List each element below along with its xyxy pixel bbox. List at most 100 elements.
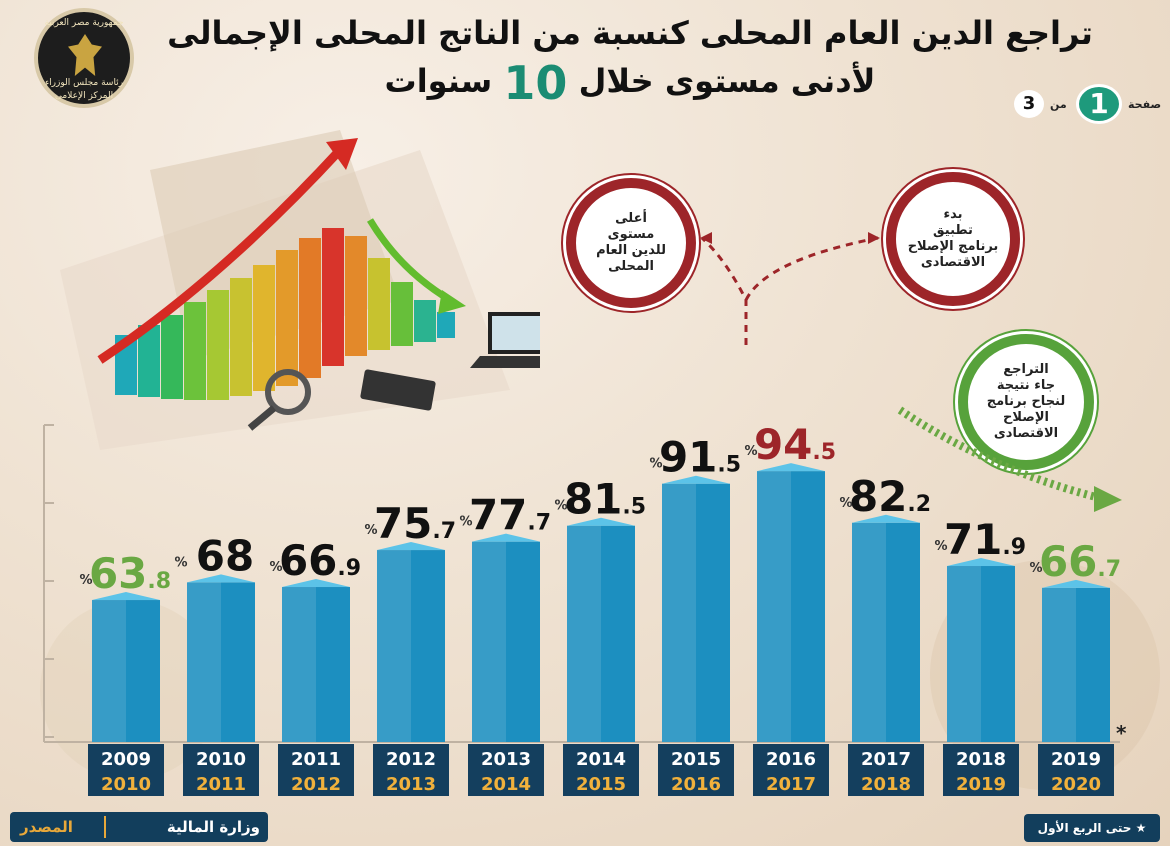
category-label-year-start: 2011 xyxy=(291,749,341,770)
bar-value-unit: % xyxy=(839,496,852,511)
category-label-year-end: 2015 xyxy=(576,774,626,795)
category-label-year-end: 2011 xyxy=(196,774,246,795)
bar-value-label: 94.5 xyxy=(754,420,836,469)
bar xyxy=(662,483,730,742)
bar xyxy=(852,522,920,742)
bar-value-unit: % xyxy=(459,515,472,530)
category-label-year-end: 2010 xyxy=(101,774,151,795)
category-label-box xyxy=(183,744,259,796)
title-line-1: تراجع الدين العام المحلى كنسبة من الناتج… xyxy=(167,14,1093,52)
category-label-year-start: 2019 xyxy=(1051,749,1101,770)
bar-top xyxy=(282,579,350,588)
category-label-year-end: 2018 xyxy=(861,774,911,795)
bubble-text: لنجاح برنامج xyxy=(986,394,1066,409)
category-label-box xyxy=(468,744,544,796)
source-divider xyxy=(104,816,106,838)
category-label-box xyxy=(563,744,639,796)
bar-value-decimal: .9 xyxy=(337,556,361,581)
category-label-year-start: 2016 xyxy=(766,749,816,770)
category-label-year-end: 2016 xyxy=(671,774,721,795)
source-name: وزارة المالية xyxy=(166,818,260,836)
bar-value-integer: 91 xyxy=(659,433,717,482)
bar-highlight xyxy=(757,471,791,742)
bar-value-integer: 75 xyxy=(374,499,432,548)
bubble-reform-start: بدء تطبيق برنامج الإصلاح الاقتصادى xyxy=(886,172,1020,306)
bar-value-decimal: .7 xyxy=(1097,557,1121,582)
green-arrow-icon xyxy=(366,218,452,304)
page-of-label: من xyxy=(1050,98,1067,111)
bar-value-integer: 66 xyxy=(279,536,337,585)
bar-top xyxy=(662,475,730,484)
category-label-box xyxy=(658,744,734,796)
bar-value-label: 91.5 xyxy=(659,433,741,482)
bar xyxy=(567,525,635,742)
bar-top xyxy=(377,542,445,551)
bar-highlight xyxy=(377,550,411,742)
bar-value-integer: 71 xyxy=(944,515,1002,564)
category-label-year-start: 2012 xyxy=(386,749,436,770)
bar-value-integer: 77 xyxy=(469,491,527,540)
category-label-year-start: 2015 xyxy=(671,749,721,770)
bar-value-integer: 68 xyxy=(196,531,254,580)
bubble-text: برنامج الإصلاح xyxy=(907,239,999,254)
bar xyxy=(377,550,445,742)
logo-text: المركز الإعلامى xyxy=(54,91,114,101)
category-label-box xyxy=(1038,744,1114,796)
bubble-text: جاء نتيجة xyxy=(996,378,1056,393)
title-line-2-pre: لأدنى مستوى خلال xyxy=(578,62,876,100)
bar-value-unit: % xyxy=(649,457,662,472)
bar-value-decimal: .8 xyxy=(147,569,171,594)
title-line-2: لأدنى مستوى خلال 10 سنوات xyxy=(150,56,1110,110)
bar-highlight xyxy=(187,582,221,742)
bar-value-integer: 82 xyxy=(849,472,907,521)
bar xyxy=(92,600,160,742)
bar-highlight xyxy=(472,541,506,742)
title-line-2-post: سنوات xyxy=(384,62,493,100)
bar-value-decimal: .5 xyxy=(717,453,741,478)
cabinet-logo: جمهورية مصر العربية رئاسة مجلس الوزراء ا… xyxy=(34,8,134,108)
page-label: صفحة xyxy=(1128,98,1162,111)
chart-value-labels: 63.8%68% 66.9%75.7% 77.7% 81.5%91.5% 94.5%82… xyxy=(79,420,1127,745)
bubble-text: المحلى xyxy=(608,259,654,274)
category-label-year-end: 2013 xyxy=(386,774,436,795)
current-page: 1 xyxy=(1076,84,1122,124)
bar-value-decimal: .5 xyxy=(622,495,646,520)
title-highlight-number: 10 xyxy=(503,56,568,110)
bubble-text: بدء xyxy=(943,207,963,222)
bar-top xyxy=(757,463,825,472)
decline-arrow xyxy=(897,406,1101,502)
connector-arrowhead xyxy=(700,232,712,244)
bar-highlight xyxy=(1042,587,1076,742)
bubble-decline-reason: التراجع جاء نتيجة لنجاح برنامج الإصلاح ا… xyxy=(958,334,1094,470)
category-label-year-start: 2009 xyxy=(101,749,151,770)
bubble-connectors xyxy=(700,232,1122,512)
bubble-text: الاقتصادى xyxy=(993,426,1059,441)
total-pages: 3 xyxy=(1014,90,1044,118)
bar-value-decimal: .9 xyxy=(1002,535,1026,560)
category-label-box xyxy=(848,744,924,796)
category-label-year-start: 2017 xyxy=(861,749,911,770)
bar-value-label: 68 xyxy=(196,531,254,580)
category-label-box xyxy=(373,744,449,796)
category-label-year-start: 2018 xyxy=(956,749,1006,770)
category-label-year-end: 2014 xyxy=(481,774,531,795)
finance-illustration xyxy=(60,130,540,450)
bar xyxy=(472,541,540,742)
bubble-text: الاقتصادى xyxy=(920,255,986,270)
bar-value-integer: 66 xyxy=(1039,537,1097,586)
bubble-text: للدين العام xyxy=(596,243,666,258)
bar-value-decimal: .5 xyxy=(812,440,836,465)
category-label-box xyxy=(943,744,1019,796)
bar-value-unit: % xyxy=(554,499,567,514)
page-indicator: صفحة 1 من 3 xyxy=(1010,84,1162,124)
magnifier-icon xyxy=(265,369,311,415)
bubble-text: التراجع xyxy=(1003,362,1049,377)
last-bar-asterisk: * xyxy=(1116,721,1127,745)
category-label-box xyxy=(753,744,829,796)
bar xyxy=(757,471,825,742)
bubble-text: تطبيق xyxy=(933,223,973,238)
category-label-year-start: 2010 xyxy=(196,749,246,770)
category-label-year-start: 2013 xyxy=(481,749,531,770)
bar xyxy=(187,582,255,742)
bar-value-label: 75.7 xyxy=(374,499,456,548)
